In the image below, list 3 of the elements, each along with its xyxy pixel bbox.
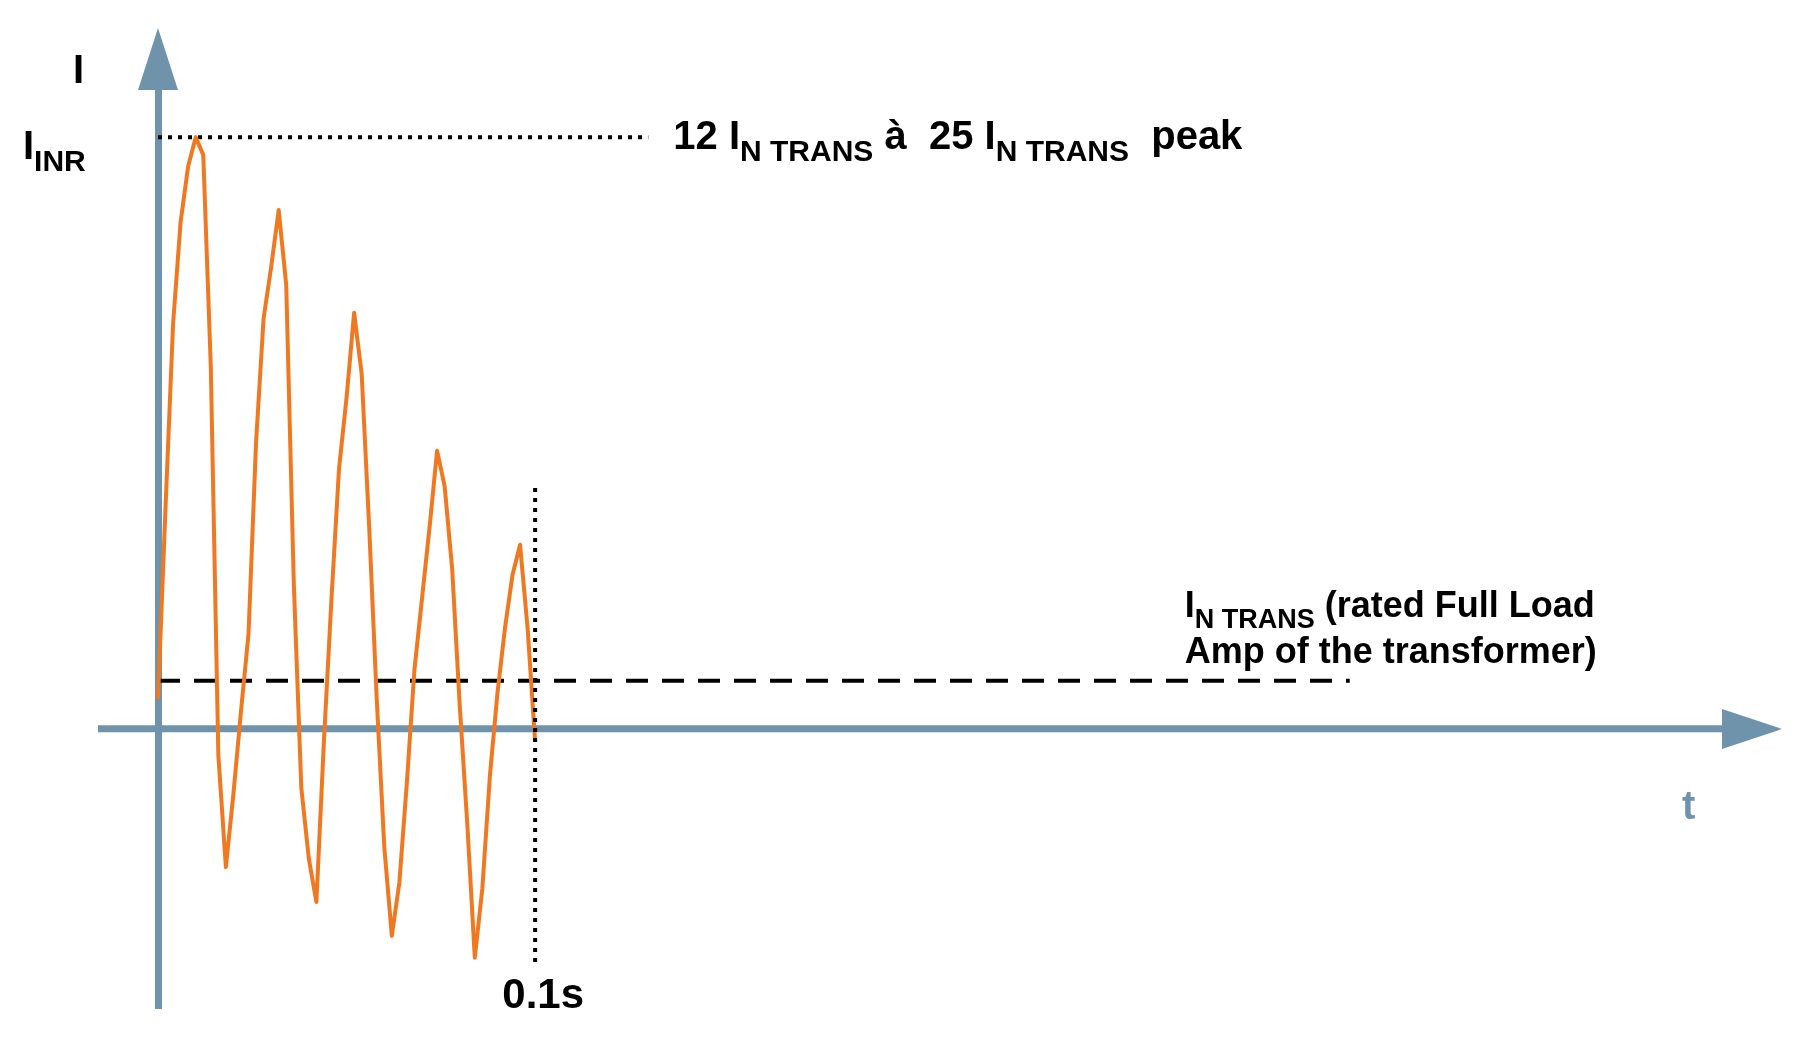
x-axis-title: t <box>1682 782 1696 827</box>
y-axis-title: I <box>73 47 85 91</box>
text: 0.1s <box>502 970 585 1017</box>
